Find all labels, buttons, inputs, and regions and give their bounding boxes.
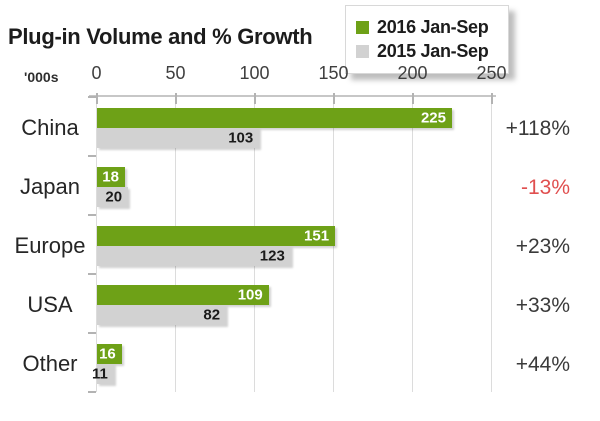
x-tick-label-100: 100 xyxy=(239,63,270,83)
bar-value-label: 82 xyxy=(203,306,221,324)
bar-value-label: 16 xyxy=(99,345,116,362)
bar-2015-other: 11 xyxy=(92,364,114,384)
legend-swatch-2016-icon xyxy=(356,21,369,34)
growth-label-europe: +23% xyxy=(515,235,570,258)
bar-value-label: 225 xyxy=(420,109,446,126)
y-boundary-tick-0 xyxy=(88,96,96,98)
bar-value-label: 20 xyxy=(105,188,123,206)
gridline-250 xyxy=(491,97,492,392)
legend-item-2016: 2016 Jan-Sep xyxy=(356,17,496,38)
y-boundary-tick-2 xyxy=(88,214,96,216)
y-boundary-tick-5 xyxy=(88,391,96,393)
x-tick-label-150: 150 xyxy=(318,63,349,83)
bar-2015-usa: 82 xyxy=(96,305,227,325)
chart-title: Plug-in Volume and % Growth xyxy=(8,24,313,49)
legend-label-2015: 2015 Jan-Sep xyxy=(377,41,489,61)
bar-2015-china: 103 xyxy=(96,128,260,148)
bar-value-label: 151 xyxy=(304,227,330,244)
x-axis-line xyxy=(89,95,496,97)
legend: 2016 Jan-Sep 2015 Jan-Sep xyxy=(345,5,509,74)
bar-2015-europe: 123 xyxy=(96,246,291,266)
x-tick-label-0: 0 xyxy=(91,63,102,83)
growth-label-other: +44% xyxy=(515,353,570,376)
bar-value-label: 123 xyxy=(259,247,285,265)
axis-unit-label: '000s xyxy=(24,69,59,85)
growth-label-usa: +33% xyxy=(515,294,570,317)
category-label-china: China xyxy=(21,115,79,140)
category-label-europe: Europe xyxy=(14,233,86,258)
x-tick-label-250: 250 xyxy=(476,63,507,83)
legend-label-2016: 2016 Jan-Sep xyxy=(377,17,489,37)
x-tick-0 xyxy=(95,93,98,104)
category-label-usa: USA xyxy=(27,292,73,317)
bar-value-label: 109 xyxy=(237,286,263,303)
gridline-200 xyxy=(412,97,413,392)
growth-label-japan: -13% xyxy=(520,176,570,199)
bar-2016-usa: 109 xyxy=(96,284,269,305)
x-tick-200 xyxy=(411,93,414,104)
bar-value-label: 11 xyxy=(92,365,108,383)
x-tick-250 xyxy=(490,93,493,104)
category-label-japan: Japan xyxy=(20,174,80,199)
x-tick-150 xyxy=(332,93,335,104)
x-tick-100 xyxy=(253,93,256,104)
x-tick-50 xyxy=(174,93,177,104)
x-tick-label-50: 50 xyxy=(165,63,186,83)
bar-2016-other: 16 xyxy=(96,343,122,364)
bar-2016-europe: 151 xyxy=(96,225,336,246)
bar-value-label: 18 xyxy=(102,168,119,185)
category-label-other: Other xyxy=(22,351,78,376)
growth-label-china: +118% xyxy=(505,117,570,140)
legend-swatch-2015-icon xyxy=(356,45,369,58)
bar-2016-china: 225 xyxy=(96,107,452,128)
y-boundary-tick-3 xyxy=(88,273,96,275)
bar-2015-japan: 20 xyxy=(96,187,129,207)
legend-item-2015: 2015 Jan-Sep xyxy=(356,41,496,62)
y-boundary-tick-1 xyxy=(88,155,96,157)
x-tick-label-200: 200 xyxy=(397,63,428,83)
bar-value-label: 103 xyxy=(228,129,254,147)
bar-2016-japan: 18 xyxy=(96,166,125,187)
y-boundary-tick-4 xyxy=(88,332,96,334)
